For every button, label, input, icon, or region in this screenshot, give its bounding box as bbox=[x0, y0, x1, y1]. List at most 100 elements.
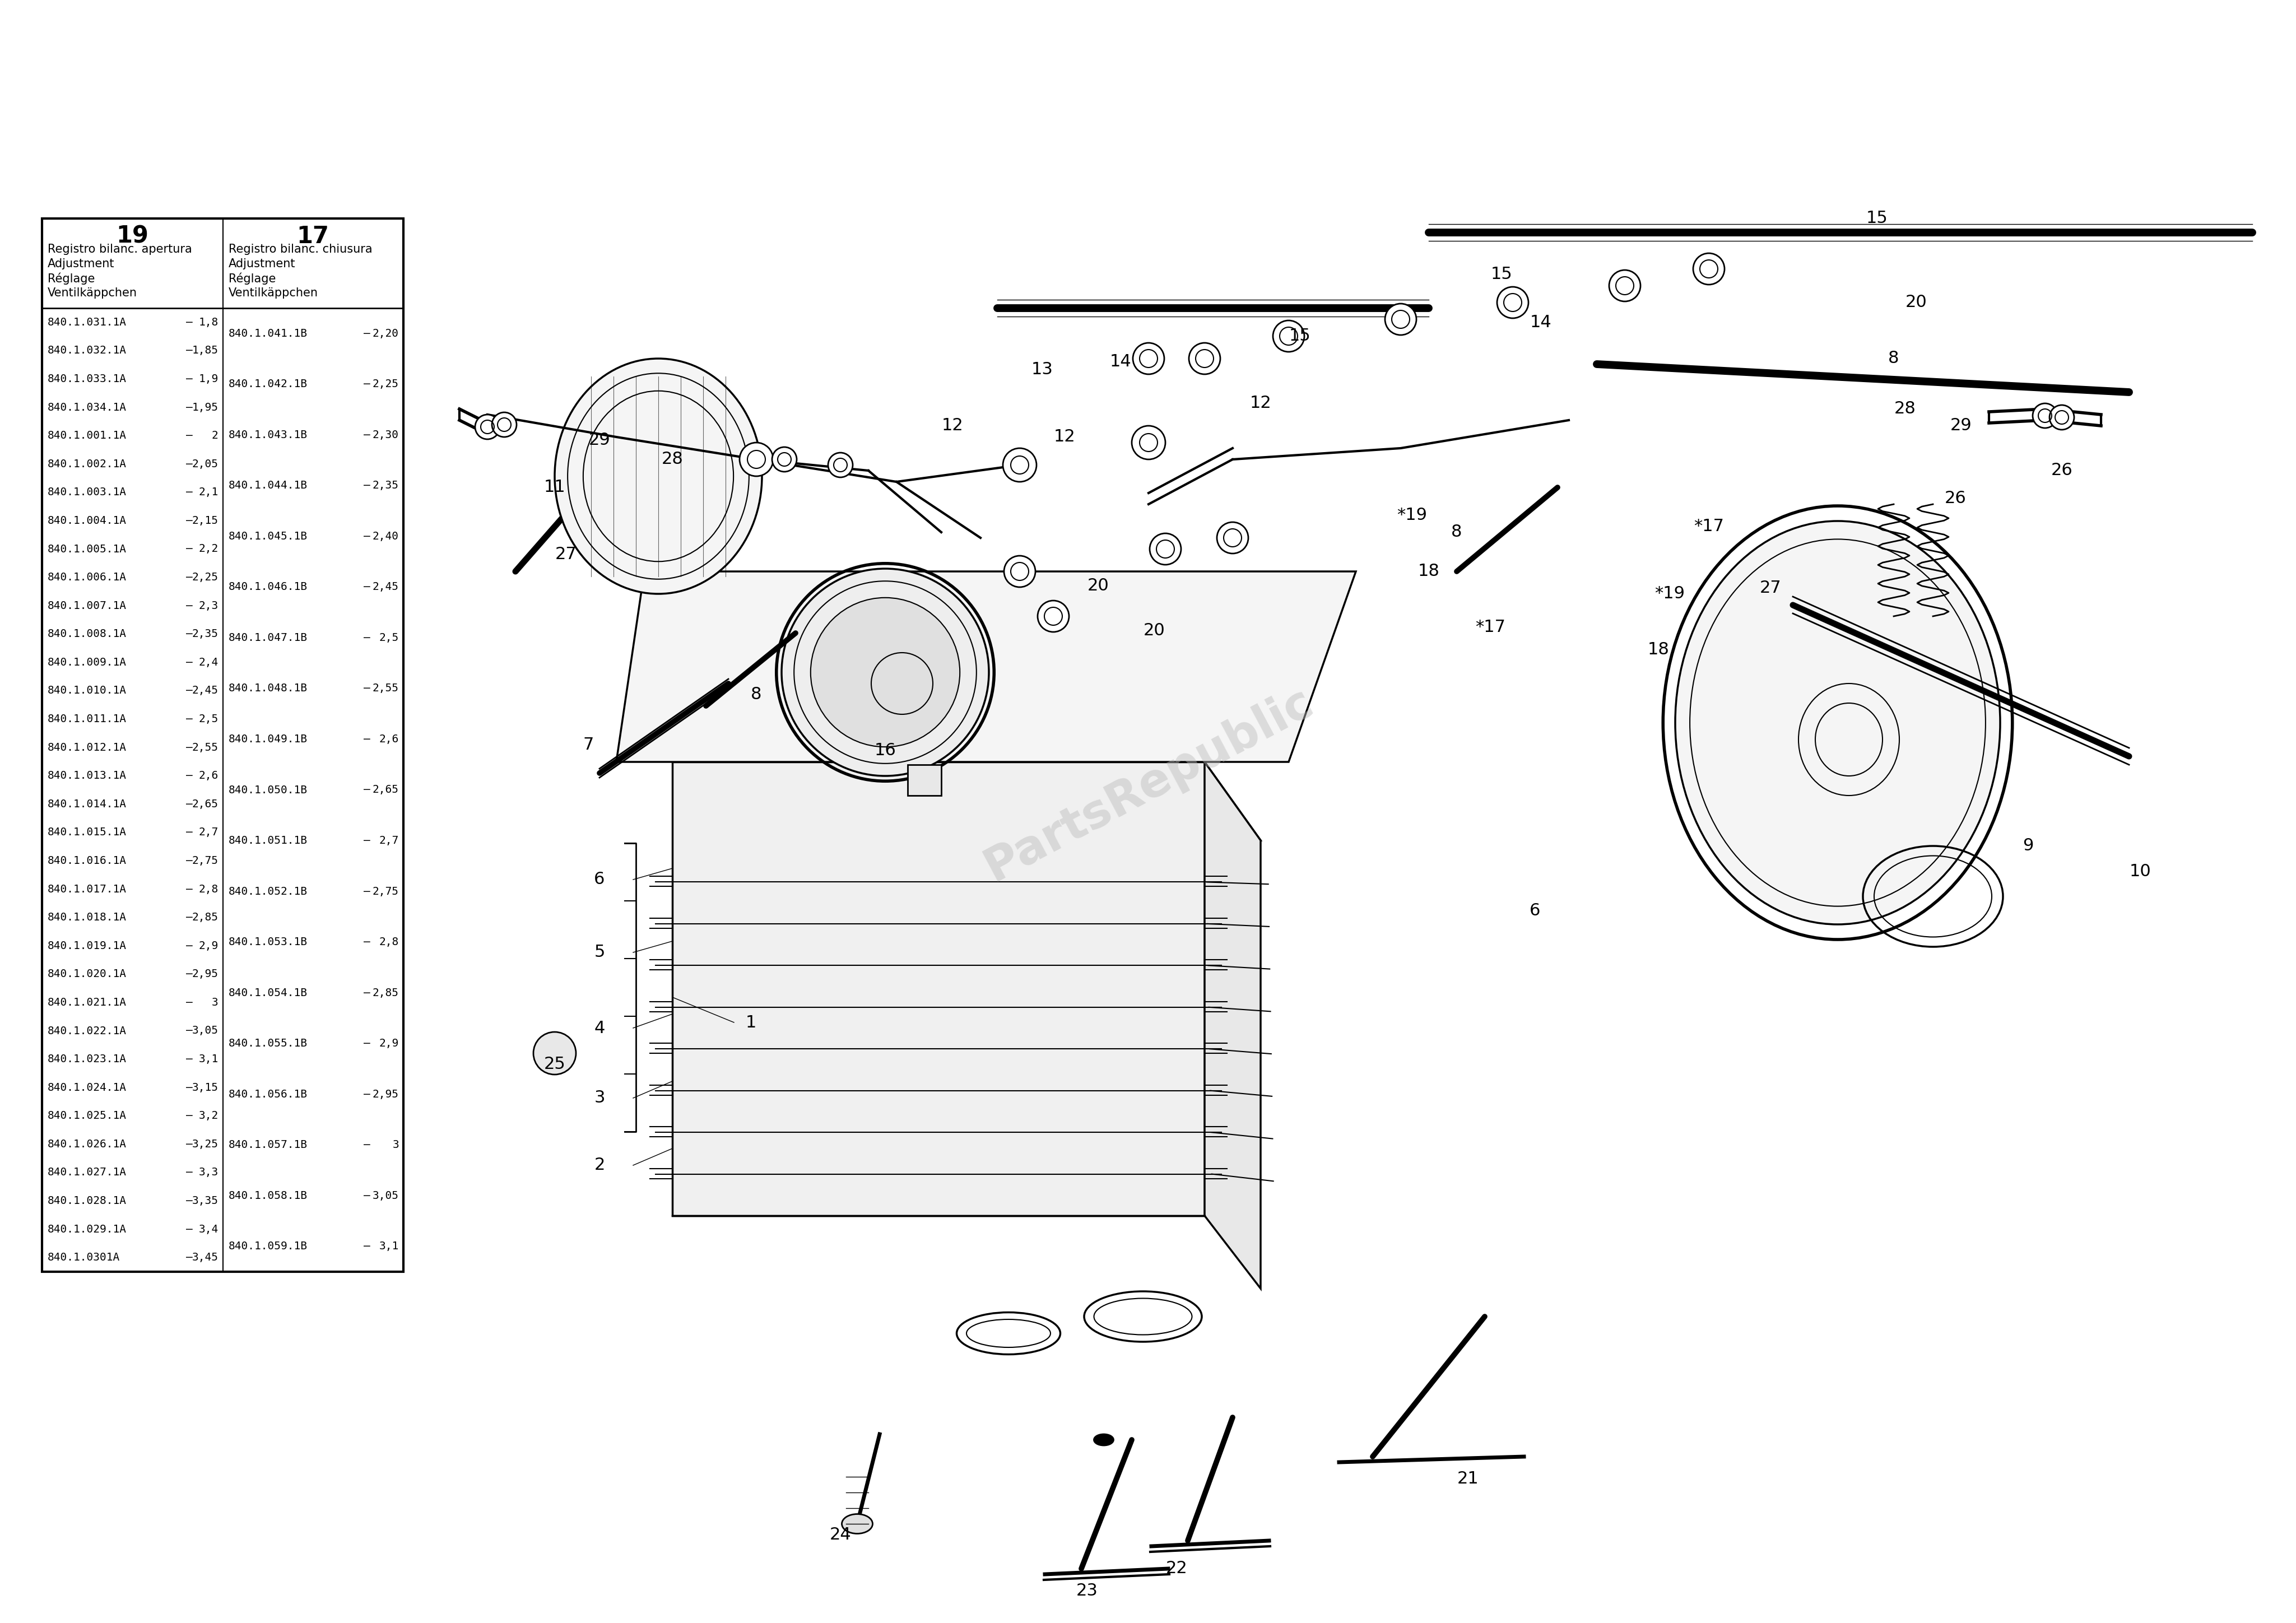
Polygon shape bbox=[673, 761, 1205, 1216]
Bar bbox=[41, 219, 404, 1272]
Text: 1,95: 1,95 bbox=[193, 403, 218, 412]
Text: 840.1.005.1A: 840.1.005.1A bbox=[48, 544, 126, 555]
Text: 840.1.009.1A: 840.1.009.1A bbox=[48, 657, 126, 667]
Text: —: — bbox=[186, 969, 193, 979]
Text: 840.1.043.1B: 840.1.043.1B bbox=[227, 430, 308, 440]
Text: 840.1.027.1A: 840.1.027.1A bbox=[48, 1167, 126, 1178]
Text: 24: 24 bbox=[829, 1527, 852, 1543]
Bar bbox=[907, 764, 941, 795]
Text: —: — bbox=[363, 784, 370, 795]
Text: —: — bbox=[186, 571, 193, 583]
Text: 3: 3 bbox=[211, 997, 218, 1008]
Text: 2,9: 2,9 bbox=[379, 1039, 400, 1048]
Text: 2,6: 2,6 bbox=[197, 771, 218, 781]
Text: —: — bbox=[186, 714, 193, 724]
Text: 6: 6 bbox=[595, 872, 604, 888]
Circle shape bbox=[829, 453, 852, 477]
Text: 2,8: 2,8 bbox=[197, 885, 218, 894]
Text: 3,1: 3,1 bbox=[197, 1053, 218, 1065]
Text: 15: 15 bbox=[1490, 266, 1513, 282]
Polygon shape bbox=[1205, 761, 1261, 1289]
Text: —: — bbox=[186, 912, 193, 923]
Text: 840.1.044.1B: 840.1.044.1B bbox=[227, 480, 308, 490]
Text: 2,9: 2,9 bbox=[197, 940, 218, 951]
Text: 840.1.018.1A: 840.1.018.1A bbox=[48, 912, 126, 923]
Text: 1: 1 bbox=[746, 1014, 755, 1031]
Circle shape bbox=[491, 412, 517, 437]
Text: 2,25: 2,25 bbox=[193, 571, 218, 583]
Text: —: — bbox=[363, 1089, 370, 1099]
Text: Adjustment: Adjustment bbox=[227, 258, 296, 269]
Circle shape bbox=[771, 446, 797, 472]
Ellipse shape bbox=[556, 359, 762, 594]
Text: 12: 12 bbox=[941, 417, 964, 433]
Circle shape bbox=[1038, 601, 1070, 631]
Text: 3,05: 3,05 bbox=[372, 1190, 400, 1201]
Text: 28: 28 bbox=[661, 451, 684, 467]
Circle shape bbox=[2050, 406, 2073, 430]
Text: 840.1.012.1A: 840.1.012.1A bbox=[48, 742, 126, 753]
Text: 3,25: 3,25 bbox=[193, 1139, 218, 1149]
Circle shape bbox=[1272, 320, 1304, 352]
Text: 840.1.021.1A: 840.1.021.1A bbox=[48, 997, 126, 1008]
Text: 2,1: 2,1 bbox=[197, 487, 218, 498]
Text: 840.1.053.1B: 840.1.053.1B bbox=[227, 936, 308, 948]
Text: 840.1.046.1B: 840.1.046.1B bbox=[227, 581, 308, 592]
Circle shape bbox=[1692, 253, 1724, 284]
Text: —: — bbox=[186, 799, 193, 810]
Text: 840.1.041.1B: 840.1.041.1B bbox=[227, 328, 308, 339]
Text: 840.1.057.1B: 840.1.057.1B bbox=[227, 1139, 308, 1151]
Text: —: — bbox=[186, 1224, 193, 1235]
Circle shape bbox=[1609, 269, 1639, 302]
Text: 840.1.028.1A: 840.1.028.1A bbox=[48, 1196, 126, 1206]
Circle shape bbox=[533, 1032, 576, 1074]
Text: 840.1.051.1B: 840.1.051.1B bbox=[227, 836, 308, 846]
Text: —: — bbox=[363, 581, 370, 592]
Text: —: — bbox=[186, 1139, 193, 1149]
Text: 2,8: 2,8 bbox=[379, 936, 400, 948]
Text: 27: 27 bbox=[556, 547, 576, 563]
Text: Ventilkäppchen: Ventilkäppchen bbox=[48, 287, 138, 299]
Text: 2,35: 2,35 bbox=[193, 628, 218, 639]
Text: Registro bilanc. chiusura: Registro bilanc. chiusura bbox=[227, 243, 372, 255]
Text: 840.1.042.1B: 840.1.042.1B bbox=[227, 378, 308, 390]
Text: 1,8: 1,8 bbox=[197, 316, 218, 328]
Text: 16: 16 bbox=[875, 743, 895, 760]
Text: 27: 27 bbox=[1759, 579, 1782, 596]
Text: 7: 7 bbox=[583, 737, 595, 753]
Text: 14: 14 bbox=[1529, 313, 1552, 329]
Text: —: — bbox=[186, 885, 193, 894]
Text: —: — bbox=[363, 886, 370, 896]
Text: Adjustment: Adjustment bbox=[48, 258, 115, 269]
Text: *19: *19 bbox=[1396, 508, 1428, 524]
Polygon shape bbox=[615, 571, 1357, 761]
Text: 17: 17 bbox=[296, 224, 328, 248]
Text: —: — bbox=[186, 459, 193, 469]
Text: —: — bbox=[186, 487, 193, 498]
Text: 3,2: 3,2 bbox=[197, 1110, 218, 1121]
Text: —: — bbox=[186, 430, 193, 441]
Text: 840.1.031.1A: 840.1.031.1A bbox=[48, 316, 126, 328]
Text: 11: 11 bbox=[544, 479, 565, 495]
Text: 2,3: 2,3 bbox=[197, 601, 218, 610]
Text: 840.1.025.1A: 840.1.025.1A bbox=[48, 1110, 126, 1121]
Text: —: — bbox=[363, 531, 370, 542]
Text: —: — bbox=[186, 373, 193, 385]
Text: —: — bbox=[186, 1083, 193, 1092]
Text: 840.1.007.1A: 840.1.007.1A bbox=[48, 601, 126, 610]
Ellipse shape bbox=[1093, 1435, 1114, 1446]
Text: 6: 6 bbox=[1529, 902, 1541, 919]
Text: 2,95: 2,95 bbox=[372, 1089, 400, 1099]
Text: 2,35: 2,35 bbox=[372, 480, 400, 490]
Circle shape bbox=[810, 597, 960, 747]
Text: 3: 3 bbox=[393, 1139, 400, 1151]
Text: 2,30: 2,30 bbox=[372, 430, 400, 440]
Text: 20: 20 bbox=[1088, 578, 1109, 594]
Text: —: — bbox=[186, 1253, 193, 1263]
Text: —: — bbox=[186, 828, 193, 837]
Text: 15: 15 bbox=[1867, 211, 1887, 227]
Text: 840.1.032.1A: 840.1.032.1A bbox=[48, 346, 126, 355]
Text: Réglage: Réglage bbox=[227, 273, 276, 284]
Text: 5: 5 bbox=[595, 945, 604, 961]
Text: 8: 8 bbox=[751, 687, 762, 703]
